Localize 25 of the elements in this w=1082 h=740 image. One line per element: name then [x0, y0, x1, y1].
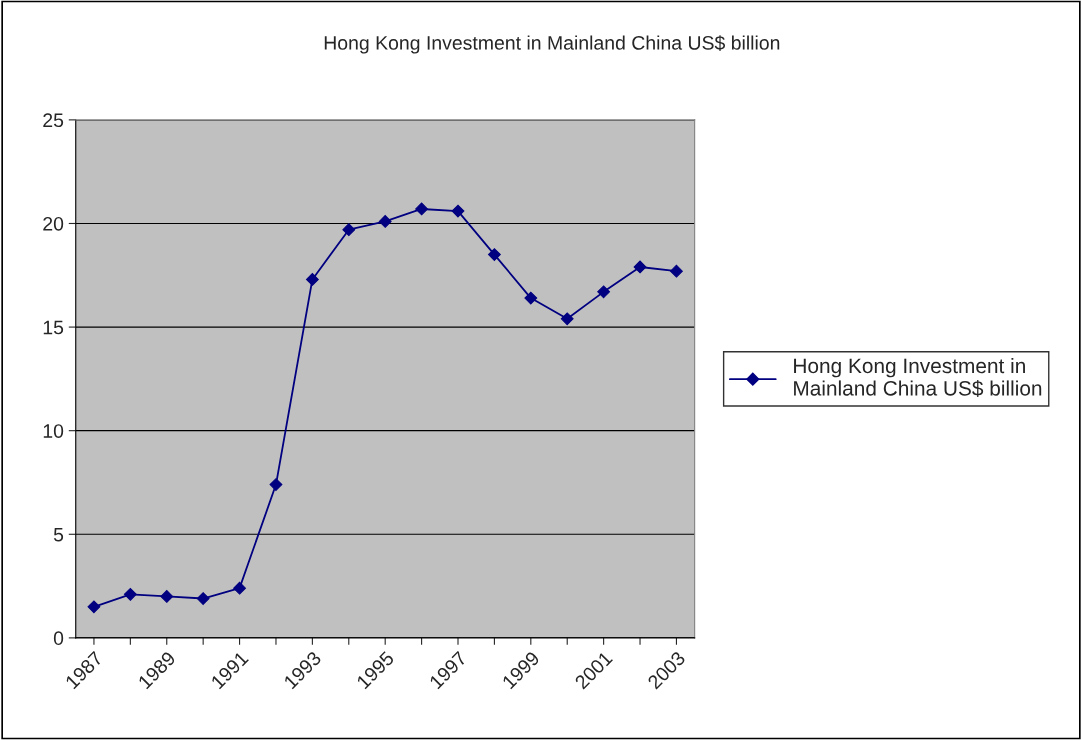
point: [451, 204, 465, 218]
point: [560, 312, 574, 326]
point: [415, 202, 429, 216]
point: [160, 590, 174, 603]
y-tick-label: 10: [43, 424, 64, 438]
point: [670, 264, 683, 278]
point: [233, 581, 246, 595]
point: [342, 223, 356, 237]
point: [269, 478, 283, 491]
legend-label: Hong Kong Investment in Mainland China US$ billion: [794, 357, 1042, 397]
point: [87, 600, 101, 614]
chart-title: Hong Kong Investment in Mainland China US$ billion: [324, 35, 780, 54]
y-tick-label: 15: [43, 320, 64, 335]
y-tick-label: 20: [43, 216, 64, 231]
point: [524, 291, 538, 305]
point: [378, 215, 392, 228]
point: [633, 260, 647, 274]
point: [123, 587, 137, 601]
y-tick-label: 25: [43, 113, 64, 128]
point: [305, 273, 319, 286]
point: [597, 285, 611, 299]
point: [196, 592, 210, 605]
y-tick-label: 0: [53, 631, 64, 646]
y-tick-label: 5: [53, 527, 64, 542]
point: [488, 248, 501, 261]
